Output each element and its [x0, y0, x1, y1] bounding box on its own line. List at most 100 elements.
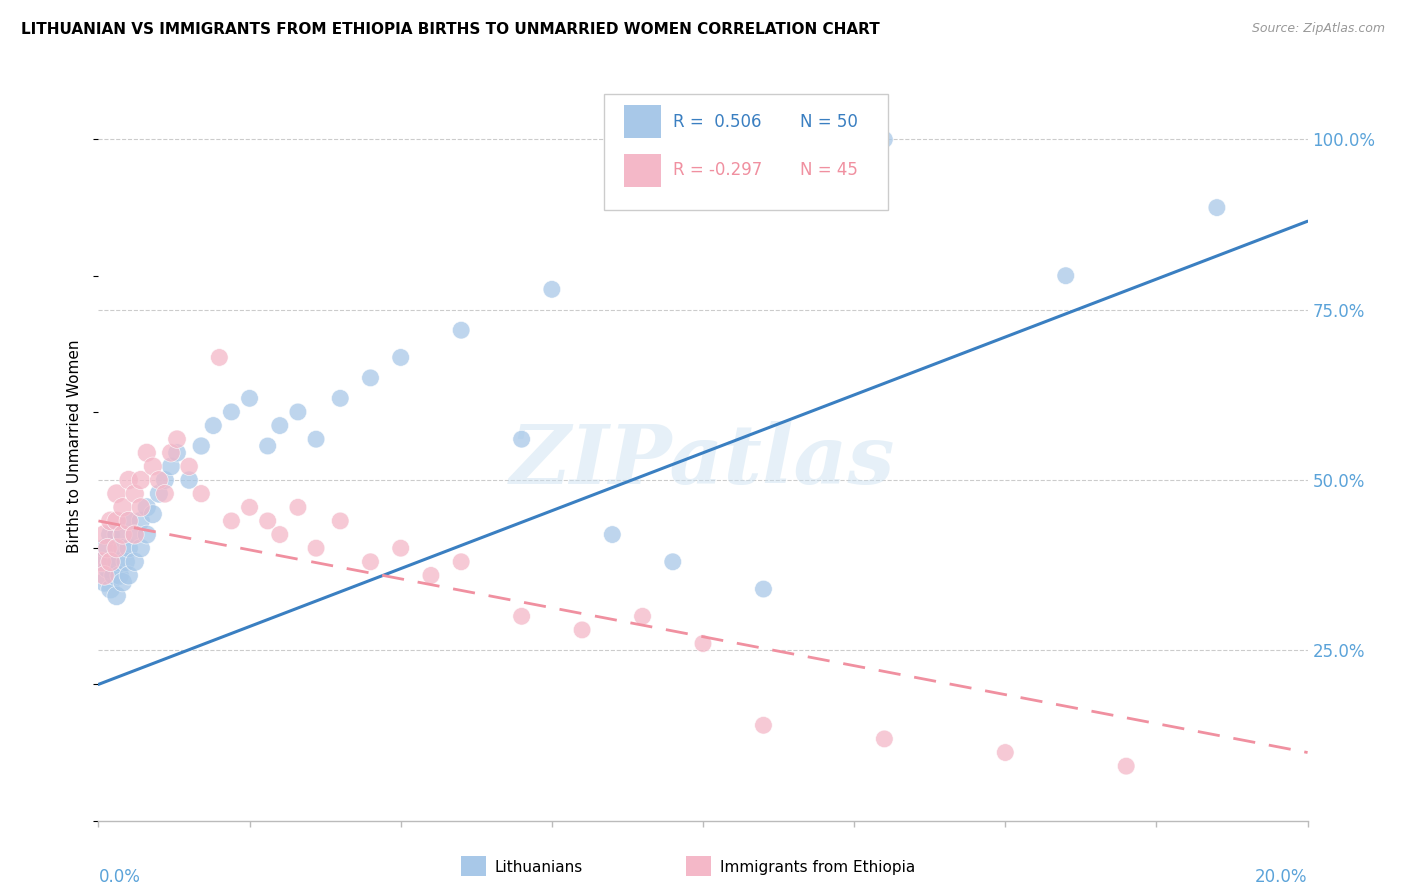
Point [124, 555, 146, 569]
Point [111, 527, 134, 541]
Point [329, 392, 352, 406]
Point [135, 500, 157, 515]
Point [305, 541, 328, 556]
Point [153, 486, 176, 500]
Point [118, 514, 141, 528]
Point [269, 418, 291, 433]
Point [305, 432, 328, 446]
Point [287, 405, 309, 419]
Text: 0.0%: 0.0% [98, 868, 141, 887]
Point [96, 541, 118, 556]
Point [100, 555, 122, 569]
Point [90, 555, 112, 569]
Point [179, 459, 201, 474]
FancyBboxPatch shape [624, 153, 661, 186]
Point [103, 568, 125, 582]
Point [631, 609, 654, 624]
Point [873, 731, 896, 746]
Point [93, 568, 115, 582]
Point [179, 473, 201, 487]
Point [190, 439, 212, 453]
Point [221, 514, 243, 528]
Point [105, 486, 128, 500]
Point [96, 561, 118, 575]
Point [1115, 759, 1137, 773]
Text: N = 45: N = 45 [800, 161, 858, 179]
Point [124, 527, 146, 541]
Point [1206, 201, 1229, 215]
Point [166, 432, 188, 446]
Text: Immigrants from Ethiopia: Immigrants from Ethiopia [720, 860, 915, 874]
Point [105, 527, 128, 541]
Point [1054, 268, 1077, 283]
Point [135, 446, 157, 460]
Point [752, 718, 775, 732]
Text: N = 50: N = 50 [800, 112, 858, 130]
Point [389, 351, 412, 365]
Point [148, 473, 170, 487]
Text: ZIPatlas: ZIPatlas [510, 421, 896, 501]
Point [142, 507, 165, 521]
Point [166, 446, 188, 460]
Point [105, 589, 128, 603]
Point [118, 514, 141, 528]
Point [752, 582, 775, 596]
Point [153, 473, 176, 487]
Point [208, 351, 231, 365]
Point [111, 575, 134, 590]
Point [994, 746, 1017, 760]
Y-axis label: Births to Unmarried Women: Births to Unmarried Women [67, 339, 83, 553]
Point [160, 459, 183, 474]
Point [129, 541, 152, 556]
Point [93, 527, 115, 541]
Point [190, 486, 212, 500]
Text: Lithuanians: Lithuanians [495, 860, 583, 874]
Point [100, 555, 122, 569]
Point [661, 555, 683, 569]
Point [100, 527, 122, 541]
Point [111, 500, 134, 515]
Point [93, 575, 115, 590]
Text: 20.0%: 20.0% [1256, 868, 1308, 887]
Point [135, 527, 157, 541]
Point [118, 568, 141, 582]
Point [129, 500, 152, 515]
Point [105, 555, 128, 569]
Point [571, 623, 593, 637]
Text: Source: ZipAtlas.com: Source: ZipAtlas.com [1251, 22, 1385, 36]
Point [129, 514, 152, 528]
Point [420, 568, 443, 582]
Point [148, 486, 170, 500]
Point [329, 514, 352, 528]
Point [510, 432, 533, 446]
Point [142, 459, 165, 474]
Point [239, 392, 262, 406]
Point [90, 555, 112, 569]
Point [360, 371, 382, 385]
Point [510, 609, 533, 624]
Point [118, 473, 141, 487]
Point [287, 500, 309, 515]
Point [450, 555, 472, 569]
Text: R = -0.297: R = -0.297 [672, 161, 762, 179]
Point [256, 439, 278, 453]
Point [602, 527, 624, 541]
Point [100, 582, 122, 596]
Point [108, 568, 131, 582]
FancyBboxPatch shape [603, 94, 889, 210]
Point [93, 541, 115, 556]
Point [129, 473, 152, 487]
Point [360, 555, 382, 569]
Point [111, 541, 134, 556]
Point [105, 514, 128, 528]
Point [256, 514, 278, 528]
Point [239, 500, 262, 515]
Point [540, 282, 562, 296]
FancyBboxPatch shape [624, 105, 661, 138]
Point [389, 541, 412, 556]
Point [124, 527, 146, 541]
Point [221, 405, 243, 419]
Point [100, 514, 122, 528]
Point [450, 323, 472, 337]
Point [105, 541, 128, 556]
